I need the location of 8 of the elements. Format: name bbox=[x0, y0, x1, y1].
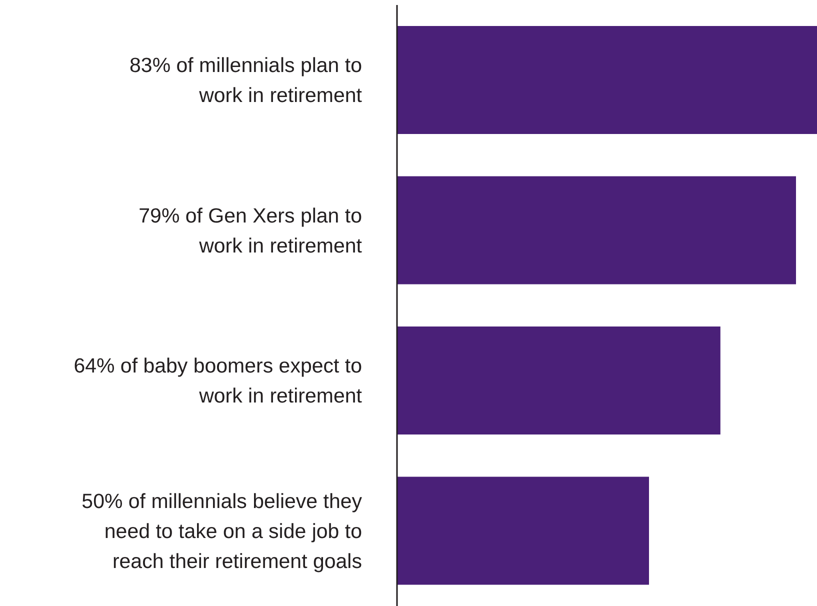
y-tick-label: 50% of millennials believe they need to take on a side job to reach their retirement goals bbox=[82, 489, 363, 572]
bar bbox=[397, 326, 720, 435]
y-tick-label: 83% of millennials plan to work in retirement bbox=[130, 54, 362, 107]
bar bbox=[397, 476, 649, 585]
y-tick-label: 79% of Gen Xers plan to work in retirement bbox=[138, 204, 362, 257]
y-tick-label: 64% of baby boomers expect to work in retirement bbox=[74, 354, 362, 408]
bar bbox=[397, 26, 817, 134]
bar bbox=[397, 176, 796, 284]
